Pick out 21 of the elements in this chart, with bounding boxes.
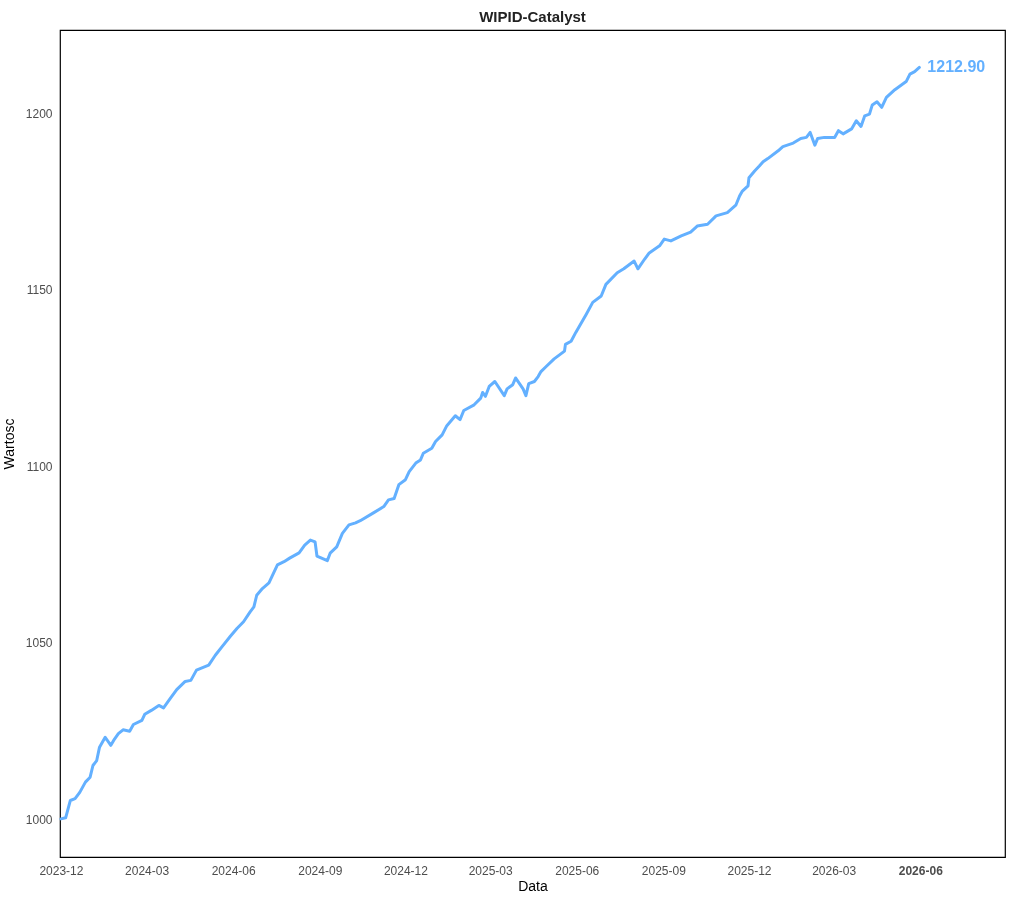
- x-tick-label: 2026-03: [812, 863, 857, 878]
- x-tick-label: 2024-09: [298, 863, 343, 878]
- x-axis-title: Data: [518, 877, 548, 894]
- x-tick-label: 2024-03: [125, 863, 170, 878]
- annotation: 1212.90: [927, 58, 986, 76]
- x-tick-label: 2025-12: [727, 863, 772, 878]
- x-tick-label: 2026-06: [898, 863, 944, 878]
- x-tick-label: 2025-09: [641, 863, 687, 878]
- line-series: [59, 65, 921, 821]
- x-tick-label: 2025-06: [555, 863, 600, 878]
- y-tick-label: 1200: [25, 106, 53, 121]
- x-tick-label: 2024-12: [383, 863, 429, 878]
- y-tick-label: 1000: [25, 813, 53, 828]
- y-tick-label: 1050: [25, 636, 53, 651]
- y-tick-label: 1100: [26, 459, 53, 474]
- y-axis-title: Wartosc: [0, 418, 17, 470]
- chart-title: WIPID-Catalyst: [479, 8, 586, 25]
- y-tick-label: 1150: [26, 283, 53, 298]
- x-tick-label: 2025-03: [468, 863, 513, 878]
- x-tick-label: 2023-12: [39, 863, 84, 878]
- x-tick-label: 2024-06: [211, 863, 257, 878]
